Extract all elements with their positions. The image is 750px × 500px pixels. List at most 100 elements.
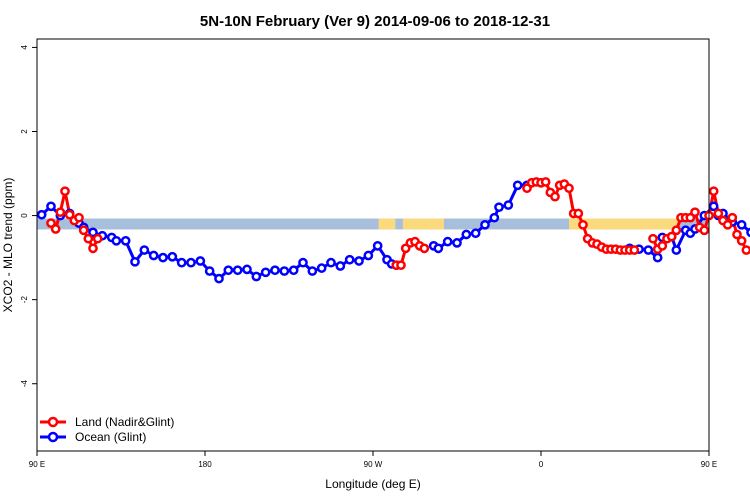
land-data-point [732, 229, 742, 240]
ocean-data-point [298, 257, 308, 268]
ocean-data-point [652, 252, 663, 263]
ocean-data-point [461, 229, 472, 240]
ocean-data-point [494, 202, 504, 213]
ocean-data-point [223, 265, 234, 276]
x-tick-label: 90 E [701, 460, 717, 469]
ocean-data-point [36, 209, 47, 220]
x-tick-label: 180 [198, 460, 212, 469]
land-data-point [550, 191, 560, 202]
x-tick-label: 90 E [29, 460, 45, 469]
ocean-data-point [232, 265, 243, 276]
land-data-point [727, 212, 738, 223]
land-data-point [671, 225, 682, 236]
ocean-data-point [139, 245, 150, 255]
land-band-span [402, 218, 444, 230]
land-data-point [666, 231, 677, 242]
ocean-data-point [270, 265, 280, 276]
land-data-point [88, 243, 98, 254]
land-data-point [55, 207, 66, 218]
land-data-point [648, 233, 658, 244]
ocean-data-point [288, 265, 299, 276]
ocean-data-point [120, 235, 131, 246]
ocean-data-point [251, 271, 262, 282]
land-data-point [736, 235, 747, 246]
y-tick-label: 0 [20, 213, 29, 218]
land-data-point [83, 233, 94, 244]
ocean-data-point [354, 256, 364, 266]
land-band-span [378, 218, 396, 230]
y-tick-label: 4 [20, 45, 29, 50]
ocean-data-point [480, 219, 490, 230]
land-data-point [74, 212, 84, 223]
land-data-point [60, 186, 70, 197]
ocean-data-point [46, 201, 56, 212]
ocean-data-point [195, 256, 206, 266]
land-data-point [78, 225, 89, 236]
y-axis: -4 -2 0 2 4 [20, 45, 37, 388]
ocean-data-point [260, 267, 271, 278]
ocean-data-point [708, 201, 719, 212]
x-axis-label: Longitude (deg E) [325, 477, 420, 491]
ocean-data-point [503, 200, 514, 210]
x-tick-label: 0 [539, 460, 544, 469]
ocean-data-point [186, 257, 196, 268]
ocean-data-point [214, 273, 224, 284]
ocean-data-point [176, 257, 187, 268]
ocean-data-point [746, 227, 750, 238]
ocean-data-point [204, 266, 215, 276]
land-data-point [713, 208, 724, 219]
ocean-data-point [433, 243, 444, 254]
ocean-data-point [88, 227, 98, 238]
legend-land-marker [47, 416, 59, 428]
ocean-data-point [372, 240, 383, 251]
ocean-data-point [242, 264, 252, 275]
legend-land-label: Land (Nadir&Glint) [75, 415, 174, 429]
land-data-point [699, 225, 710, 236]
land-data-point [629, 245, 640, 255]
ocean-data-point [470, 228, 481, 239]
y-tick-label: -2 [20, 296, 29, 304]
land-band-span [569, 218, 680, 230]
ocean-data-point [130, 256, 140, 267]
land-data-point [419, 243, 430, 254]
land-data-point [708, 186, 719, 197]
land-data-point [64, 209, 75, 220]
legend: Land (Nadir&Glint) Ocean (Glint) [40, 415, 174, 444]
ocean-data-point [452, 238, 462, 248]
ocean-band [37, 218, 709, 230]
land-data-point [722, 219, 733, 230]
ocean-data-point [671, 245, 682, 255]
ocean-data-point [279, 266, 290, 276]
ocean-data-point [512, 180, 523, 191]
land-data-point [92, 233, 103, 244]
land-data-point [46, 218, 56, 228]
x-axis: 90 E 180 90 W 0 90 E [29, 451, 717, 469]
legend-ocean-label: Ocean (Glint) [75, 430, 146, 444]
chart-title: 5N-10N February (Ver 9) 2014-09-06 to 20… [200, 13, 550, 30]
ocean-data-point [307, 266, 318, 276]
ocean-data-point [335, 261, 346, 271]
land-data-point [657, 240, 668, 251]
y-axis-label: XCO2 - MLO trend (ppm) [1, 178, 15, 313]
ocean-data-point [643, 245, 654, 255]
x-tick-label: 90 W [364, 460, 383, 469]
land-data-point [540, 177, 551, 187]
y-tick-label: -4 [20, 380, 29, 388]
series-points [36, 177, 750, 284]
ocean-data-point [489, 212, 500, 223]
legend-ocean-marker [47, 431, 59, 443]
y-tick-label: 2 [20, 129, 29, 134]
ocean-data-point [158, 252, 168, 263]
ocean-data-point [363, 250, 374, 261]
land-data-point [573, 208, 584, 219]
ocean-data-point [316, 263, 327, 273]
land-data-point [50, 224, 61, 234]
land-data-point [578, 219, 588, 230]
ocean-data-point [442, 236, 453, 247]
land-data-point [396, 260, 406, 271]
land-data-point [564, 183, 574, 194]
ocean-data-point [148, 250, 159, 261]
land-data-point [741, 245, 750, 255]
land-data-point [690, 207, 700, 218]
ocean-data-point [326, 257, 336, 268]
